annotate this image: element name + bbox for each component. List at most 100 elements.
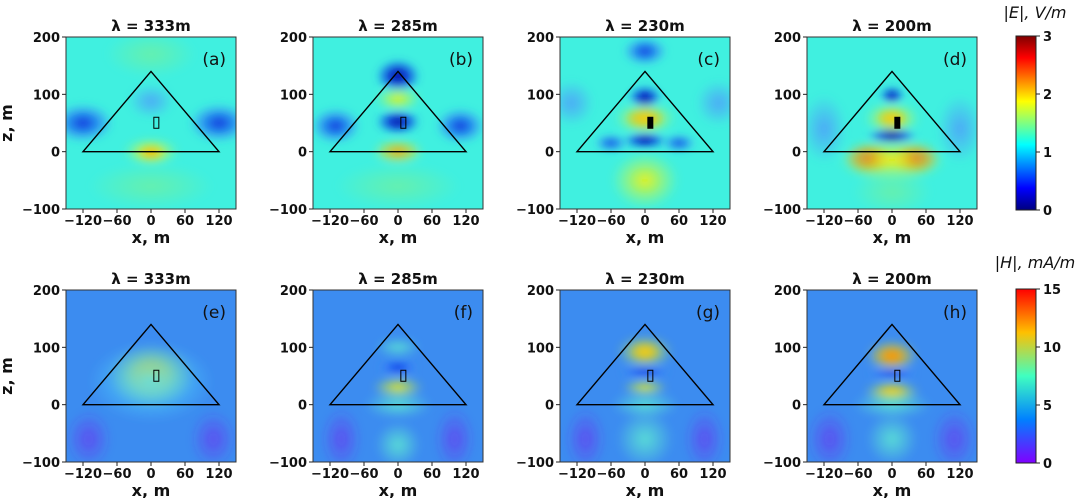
y-tick-label: 0	[545, 399, 554, 414]
receiver-marker-a	[153, 116, 160, 129]
y-tick-label: 100	[527, 341, 554, 356]
x-axis-label: x, m	[379, 228, 418, 247]
x-tick-label: 120	[205, 467, 232, 482]
triangle-outline-c	[575, 70, 715, 153]
colorbar-tick-label: 0	[1043, 457, 1052, 472]
receiver-marker-b	[400, 116, 407, 129]
y-tick-label: 100	[774, 88, 801, 103]
x-tick-label: 60	[176, 214, 194, 229]
y-tick-label: 200	[280, 284, 307, 299]
x-tick-label: 60	[423, 214, 441, 229]
panel-f: (f) λ = 285m −120 −60 0 60 120 200 100 0 −100 x, m	[269, 270, 484, 498]
panel-title: λ = 333m	[111, 270, 190, 288]
x-tick-label: −120	[805, 214, 843, 229]
x-tick-label: 60	[670, 467, 688, 482]
panel-b: (b) λ = 285m −120 −60 0 60 120 200 100 0 −100 x, m	[269, 17, 484, 247]
panel-g: (g) λ = 230m −120 −60 0 60 120 200 100 0 −100 x, m	[516, 270, 731, 498]
x-tick-label: −60	[350, 214, 379, 229]
panel-title: λ = 333m	[111, 17, 190, 35]
triangle-outline-e	[81, 323, 221, 406]
panel-a: (a) λ = 333m −120 −60 0 60 120 200 100 0 −100 x, m z…	[0, 17, 237, 247]
e-colorbar: |E|, V/m 3 2 1 0	[1004, 3, 1067, 219]
receiver-marker-f	[400, 369, 407, 382]
y-tick-label: 100	[774, 341, 801, 356]
y-tick-label: 200	[33, 284, 60, 299]
y-tick-label: 0	[298, 146, 307, 161]
panel-label: (f)	[454, 303, 473, 323]
colorbar-tick-label: 0	[1043, 204, 1052, 219]
y-tick-label: −100	[516, 203, 554, 218]
e-colorbar-title: |E|, V/m	[1004, 3, 1067, 22]
y-tick-label: 200	[774, 31, 801, 46]
x-tick-label: −60	[597, 467, 626, 482]
x-tick-label: −120	[64, 214, 102, 229]
colorbar-tick-label: 2	[1043, 88, 1052, 103]
y-tick-label: 100	[33, 341, 60, 356]
x-tick-label: 120	[699, 467, 726, 482]
h-colorbar-title: |H|, mA/m	[995, 253, 1076, 272]
y-tick-label: −100	[22, 203, 60, 218]
panel-label: (e)	[202, 303, 226, 323]
panel-h: (h) λ = 200m −120 −60 0 60 120 200 100 0 −100 x, m	[763, 270, 978, 498]
y-tick-label: 100	[280, 88, 307, 103]
x-tick-label: 0	[640, 214, 649, 229]
x-tick-label: 120	[699, 214, 726, 229]
y-tick-label: 100	[280, 341, 307, 356]
y-tick-label: 0	[792, 399, 801, 414]
panel-label: (a)	[202, 50, 226, 70]
y-tick-label: −100	[516, 456, 554, 471]
y-tick-label: −100	[763, 456, 801, 471]
x-axis-label: x, m	[379, 481, 418, 498]
panel-label: (h)	[943, 303, 967, 323]
x-tick-label: −120	[805, 467, 843, 482]
heatmap-f	[313, 290, 483, 462]
h-colorbar-bar	[1015, 288, 1037, 464]
heatmap-c	[560, 37, 730, 209]
y-tick-label: 0	[792, 146, 801, 161]
triangle-outline-b	[328, 70, 468, 153]
h-colorbar: |H|, mA/m 15 10 5 0	[995, 253, 1076, 472]
triangle-outline-f	[328, 323, 468, 406]
x-tick-label: 60	[670, 214, 688, 229]
y-tick-label: 200	[774, 284, 801, 299]
triangle-outline-d	[822, 70, 962, 153]
x-tick-label: −120	[558, 214, 596, 229]
triangle-outline-g	[575, 323, 715, 406]
x-tick-label: −60	[597, 214, 626, 229]
y-tick-label: 0	[51, 399, 60, 414]
x-tick-label: −60	[844, 214, 873, 229]
panel-title: λ = 285m	[358, 17, 437, 35]
x-tick-label: −120	[311, 467, 349, 482]
panel-e: (e) λ = 333m −120 −60 0 60 120 200 100 0 −100 x, m z…	[0, 270, 237, 498]
y-tick-label: 0	[51, 146, 60, 161]
x-tick-label: 60	[917, 214, 935, 229]
x-tick-label: 120	[946, 214, 973, 229]
y-axis-label: z, m	[0, 357, 16, 395]
x-tick-label: 60	[423, 467, 441, 482]
y-tick-label: −100	[763, 203, 801, 218]
x-tick-label: −60	[844, 467, 873, 482]
y-tick-label: −100	[269, 456, 307, 471]
triangle-outline-a	[81, 70, 221, 153]
colorbar-tick-label: 5	[1043, 399, 1052, 414]
panel-title: λ = 230m	[605, 17, 684, 35]
x-tick-label: 120	[452, 214, 479, 229]
x-tick-label: 60	[176, 467, 194, 482]
x-tick-label: −60	[350, 467, 379, 482]
y-tick-label: 200	[280, 31, 307, 46]
x-tick-label: 0	[887, 467, 896, 482]
colorbar-tick-label: 3	[1043, 30, 1052, 45]
x-tick-label: 0	[887, 214, 896, 229]
y-tick-label: 200	[527, 31, 554, 46]
x-tick-label: 120	[205, 214, 232, 229]
colorbar-tick-label: 10	[1043, 341, 1061, 356]
panel-c: (c) λ = 230m −120 −60 0 60 120 200 100 0 −100 x, m	[516, 17, 731, 247]
x-tick-label: 0	[393, 214, 402, 229]
panel-label: (b)	[449, 50, 473, 70]
triangle-outline-h	[822, 323, 962, 406]
x-tick-label: 0	[640, 467, 649, 482]
receiver-marker-e	[153, 369, 160, 382]
panel-label: (c)	[697, 50, 720, 70]
y-axis-label: z, m	[0, 104, 16, 142]
y-tick-label: 200	[33, 31, 60, 46]
